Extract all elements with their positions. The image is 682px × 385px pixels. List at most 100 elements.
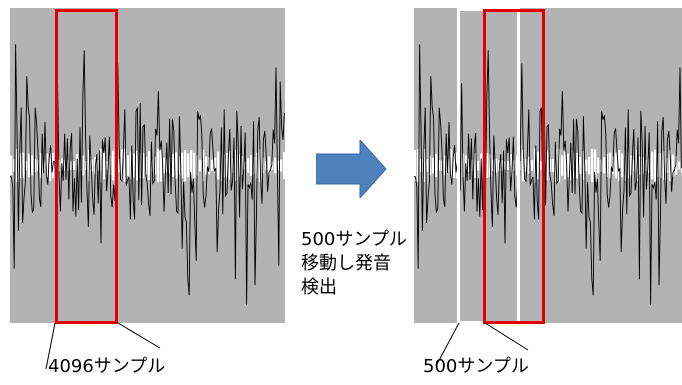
- waveform-core-segment: [477, 160, 480, 171]
- waveform-core-segment: [603, 157, 606, 174]
- waveform-core-segment: [163, 157, 166, 174]
- caption: 500サンプル 移動し発音 検出: [301, 228, 407, 300]
- waveform-core-segment: [202, 149, 205, 182]
- waveform-core-segment: [283, 151, 285, 180]
- waveform-core-segment: [435, 153, 438, 178]
- waveform-core-segment: [82, 155, 85, 176]
- waveform-core-segment: [136, 150, 139, 181]
- right-leader-line-2: [484, 322, 529, 351]
- waveform-core-segment: [34, 159, 37, 172]
- waveform-core-segment: [588, 156, 591, 175]
- waveform-core-segment: [238, 154, 241, 177]
- waveform-core-segment: [49, 150, 52, 181]
- waveform-core-segment: [193, 152, 196, 179]
- waveform-core-segment: [40, 153, 43, 178]
- shifted-analysis-window-frame: [483, 9, 545, 324]
- waveform-core-segment: [468, 159, 471, 172]
- waveform-core-segment: [423, 149, 426, 182]
- waveform-core-segment: [73, 161, 76, 170]
- waveform-core-segment: [226, 153, 229, 178]
- right-leader-line-1: [435, 322, 460, 367]
- waveform-core-segment: [597, 157, 600, 174]
- waveform-core-segment: [22, 152, 25, 179]
- waveform-core-segment: [133, 153, 136, 178]
- waveform-core-segment: [172, 154, 175, 177]
- waveform-core-segment: [669, 150, 672, 181]
- waveform-core-segment: [678, 161, 681, 170]
- waveform-core-segment: [46, 153, 49, 178]
- waveform-core-segment: [112, 150, 115, 181]
- waveform-core-segment: [247, 158, 250, 173]
- waveform-core-segment: [510, 154, 513, 177]
- waveform-core-segment: [268, 156, 271, 175]
- waveform-core-segment: [184, 149, 187, 182]
- waveform-core-segment: [561, 155, 564, 176]
- waveform-core-segment: [127, 155, 130, 176]
- waveform-core-segment: [229, 151, 232, 180]
- left-analysis-window-frame: [55, 9, 118, 324]
- waveform-core-segment: [118, 158, 121, 173]
- waveform-core-segment: [142, 152, 145, 179]
- left-waveform: [10, 44, 285, 305]
- waveform-core-segment: [585, 159, 588, 172]
- waveform-core-segment: [106, 161, 109, 170]
- waveform-core-segment: [606, 154, 609, 177]
- waveform-core-segment: [501, 160, 504, 171]
- waveform-core-segment: [495, 158, 498, 173]
- waveform-core-segment: [507, 161, 510, 170]
- waveform-core-segment: [121, 149, 124, 182]
- waveform-core-segment: [621, 153, 624, 178]
- waveform-core-segment: [450, 149, 453, 182]
- waveform-core-segment: [453, 152, 456, 178]
- waveform-core-segment: [79, 160, 82, 171]
- waveform-core-segment: [474, 153, 477, 178]
- waveform-core-segment: [444, 155, 447, 176]
- waveform-core-segment: [540, 161, 543, 170]
- waveform-core-segment: [211, 159, 214, 172]
- waveform-core-segment: [417, 149, 420, 182]
- waveform-core-segment: [564, 151, 567, 180]
- waveform-core-segment: [609, 152, 612, 179]
- waveform-core-segment: [414, 150, 417, 181]
- waveform-core-segment: [103, 151, 106, 180]
- waveform-core-segment: [528, 157, 531, 174]
- waveform-core-segment: [504, 161, 507, 170]
- waveform-core-segment: [181, 152, 184, 179]
- waveform-core-segment: [277, 160, 280, 171]
- waveform-core-segment: [175, 152, 178, 179]
- waveform-core-segment: [223, 153, 226, 178]
- waveform-core-segment: [19, 152, 22, 178]
- waveform-core-segment: [426, 159, 429, 172]
- waveform-core-segment: [214, 157, 217, 174]
- waveform-core-segment: [31, 155, 34, 176]
- right-sample-count-label: 500サンプル: [423, 356, 529, 377]
- waveform-core-segment: [546, 150, 549, 181]
- caption-line-3: 検出: [301, 277, 337, 298]
- waveform-core-segment: [591, 148, 594, 183]
- left-sample-count-label: 4096サンプル: [48, 356, 166, 377]
- waveform-core-segment: [274, 157, 277, 174]
- waveform-core-segment: [154, 156, 157, 175]
- waveform-core-segment: [618, 149, 621, 182]
- waveform-core-segment: [642, 157, 645, 174]
- waveform-core-segment: [13, 159, 16, 172]
- waveform-core-segment: [651, 151, 654, 180]
- waveform-core-segment: [624, 150, 627, 181]
- waveform-core-segment: [558, 148, 561, 183]
- waveform-core-segment: [139, 152, 142, 179]
- waveform-core-segment: [438, 160, 441, 171]
- waveform-core-segment: [537, 151, 540, 180]
- waveform-core-segment: [615, 152, 618, 179]
- waveform-core-segment: [552, 158, 555, 173]
- waveform-core-segment: [429, 155, 432, 176]
- waveform-core-segment: [100, 148, 103, 183]
- waveform-core-segment: [25, 160, 28, 171]
- waveform-core-segment: [97, 160, 100, 171]
- waveform-core-segment: [187, 153, 190, 178]
- waveform-core-segment: [148, 151, 151, 180]
- waveform-core-segment: [654, 149, 657, 182]
- waveform-core-segment: [486, 152, 489, 178]
- waveform-core-segment: [432, 157, 435, 174]
- waveform-core-segment: [64, 160, 67, 171]
